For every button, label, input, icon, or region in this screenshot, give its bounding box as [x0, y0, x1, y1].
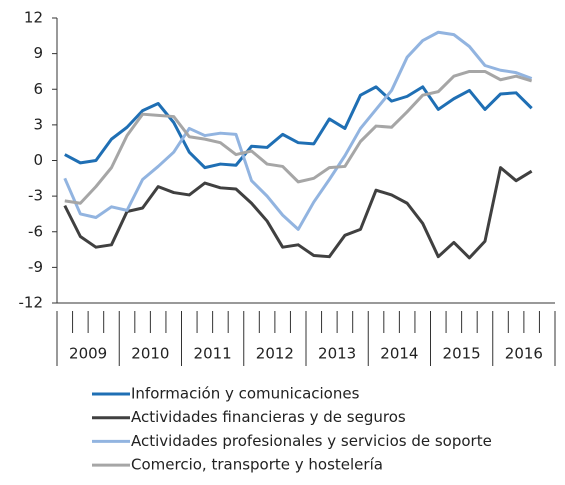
- y-tick-label: -12: [19, 294, 44, 312]
- x-tick-label: 2011: [194, 345, 232, 363]
- y-tick-label: 6: [33, 80, 43, 98]
- y-tick-label: 9: [33, 44, 43, 62]
- series-line: [64, 69, 533, 205]
- y-tick-label: 3: [33, 115, 43, 133]
- x-tick-label: 2016: [505, 345, 543, 363]
- legend-label: Comercio, transporte y hostelería: [131, 456, 383, 474]
- y-tick-label: 12: [24, 9, 43, 27]
- series-line: [63, 166, 533, 260]
- y-tick-label: 0: [33, 151, 43, 169]
- y-tick-label: -9: [28, 258, 43, 276]
- x-tick-label: 2010: [131, 345, 169, 363]
- x-tick-label: 2014: [380, 345, 418, 363]
- legend-label: Actividades financieras y de seguros: [131, 408, 406, 426]
- y-tick-label: -6: [28, 222, 43, 240]
- y-tick-label: -3: [28, 187, 43, 205]
- legend-label: Actividades profesionales y servicios de…: [131, 432, 492, 450]
- x-tick-label: 2012: [256, 345, 294, 363]
- series-line: [64, 85, 533, 170]
- series-line: [63, 30, 533, 231]
- x-tick-label: 2015: [443, 345, 481, 363]
- x-tick-label: 2009: [69, 345, 107, 363]
- x-tick-label: 2013: [318, 345, 356, 363]
- legend-label: Información y comunicaciones: [131, 385, 360, 403]
